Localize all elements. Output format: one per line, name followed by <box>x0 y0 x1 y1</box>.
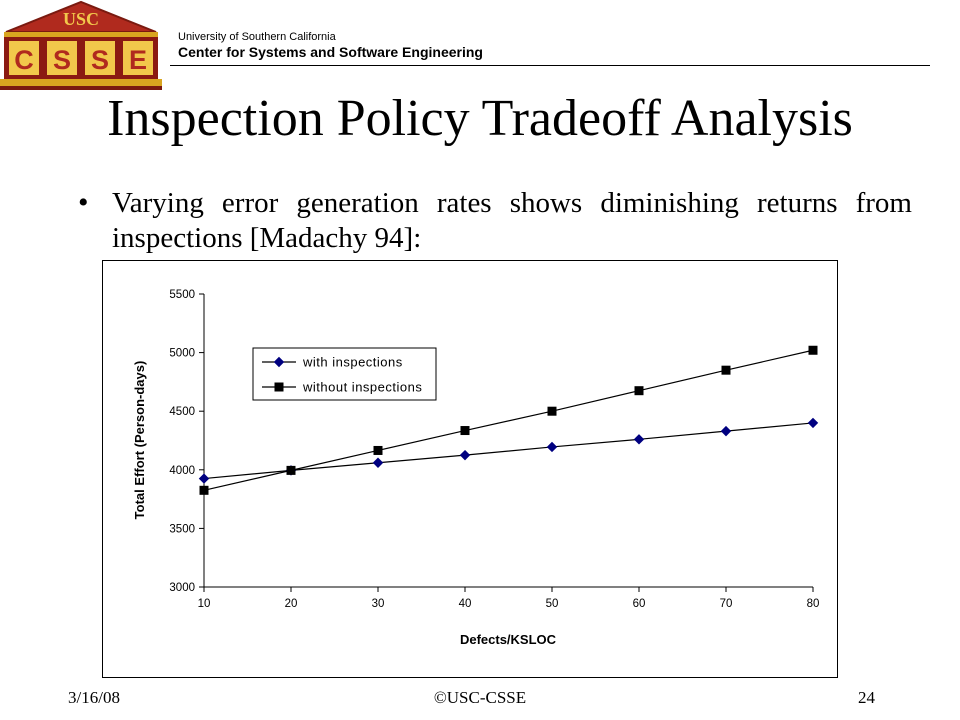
chart-axes <box>203 294 813 588</box>
legend-marker <box>274 382 284 392</box>
y-axis-title: Total Effort (Person-days) <box>132 361 147 520</box>
data-point <box>373 445 383 455</box>
footer-date: 3/16/08 <box>68 688 120 707</box>
data-point <box>547 406 557 416</box>
data-point <box>460 426 470 436</box>
chart-legend: with inspections without inspections <box>252 347 437 401</box>
logo-letter: C <box>14 45 34 75</box>
data-point <box>808 345 818 355</box>
data-point <box>372 457 384 468</box>
chart-ticks: 3000 3500 4000 4500 5000 5500 10 20 30 40 50 60 70 80 <box>169 289 819 610</box>
x-tick-label: 60 <box>633 598 646 610</box>
data-point <box>807 417 819 429</box>
y-tick-label: 5000 <box>169 348 195 360</box>
x-tick-label: 10 <box>198 598 211 610</box>
series-line <box>203 422 814 480</box>
logo-letter: S <box>53 45 71 75</box>
series-line <box>203 349 814 491</box>
x-tick-label: 80 <box>807 598 820 610</box>
logo-letter-boxes: C S S E <box>9 41 153 75</box>
legend-marker <box>273 356 285 368</box>
legend-entry: with inspections <box>302 355 403 370</box>
x-tick-label: 50 <box>546 598 559 610</box>
series-1 <box>199 345 818 495</box>
data-point <box>199 485 209 495</box>
y-tick-label: 5500 <box>169 289 195 301</box>
data-point <box>198 473 210 484</box>
logo-usc-text: USC <box>63 9 99 29</box>
x-tick-label: 20 <box>285 598 298 610</box>
logo-letter: S <box>91 45 109 75</box>
x-tick-label: 40 <box>459 598 472 610</box>
x-axis-title: Defects/KSLOC <box>460 632 557 647</box>
usc-csse-logo: USC C S S E <box>0 0 162 90</box>
bullet-text: Varying error generation rates shows dim… <box>112 187 912 254</box>
chart-series <box>198 345 819 495</box>
bullet-marker: • <box>78 186 89 219</box>
header-divider <box>170 65 930 66</box>
data-point <box>459 449 471 461</box>
chart-frame <box>102 260 838 678</box>
x-tick-label: 70 <box>720 598 733 610</box>
x-tick-label: 30 <box>372 598 385 610</box>
y-tick-label: 3500 <box>169 523 195 535</box>
data-point <box>546 441 558 453</box>
data-point <box>286 465 296 475</box>
slide-title: Inspection Policy Tradeoff Analysis <box>107 90 853 147</box>
data-point <box>634 386 644 396</box>
org-university-name: University of Southern California <box>178 31 336 43</box>
footer-copyright: ©USC-CSSE <box>433 688 527 707</box>
data-point <box>721 365 731 375</box>
footer-page-number: 24 <box>858 688 875 707</box>
org-center-name: Center for Systems and Software Engineer… <box>178 44 483 60</box>
data-point <box>633 434 645 445</box>
y-tick-label: 3000 <box>169 582 195 594</box>
y-tick-label: 4000 <box>169 465 195 477</box>
legend-entry: without inspections <box>302 380 422 395</box>
y-tick-label: 4500 <box>169 406 195 418</box>
logo-letter: E <box>129 45 147 75</box>
data-point <box>720 425 732 437</box>
